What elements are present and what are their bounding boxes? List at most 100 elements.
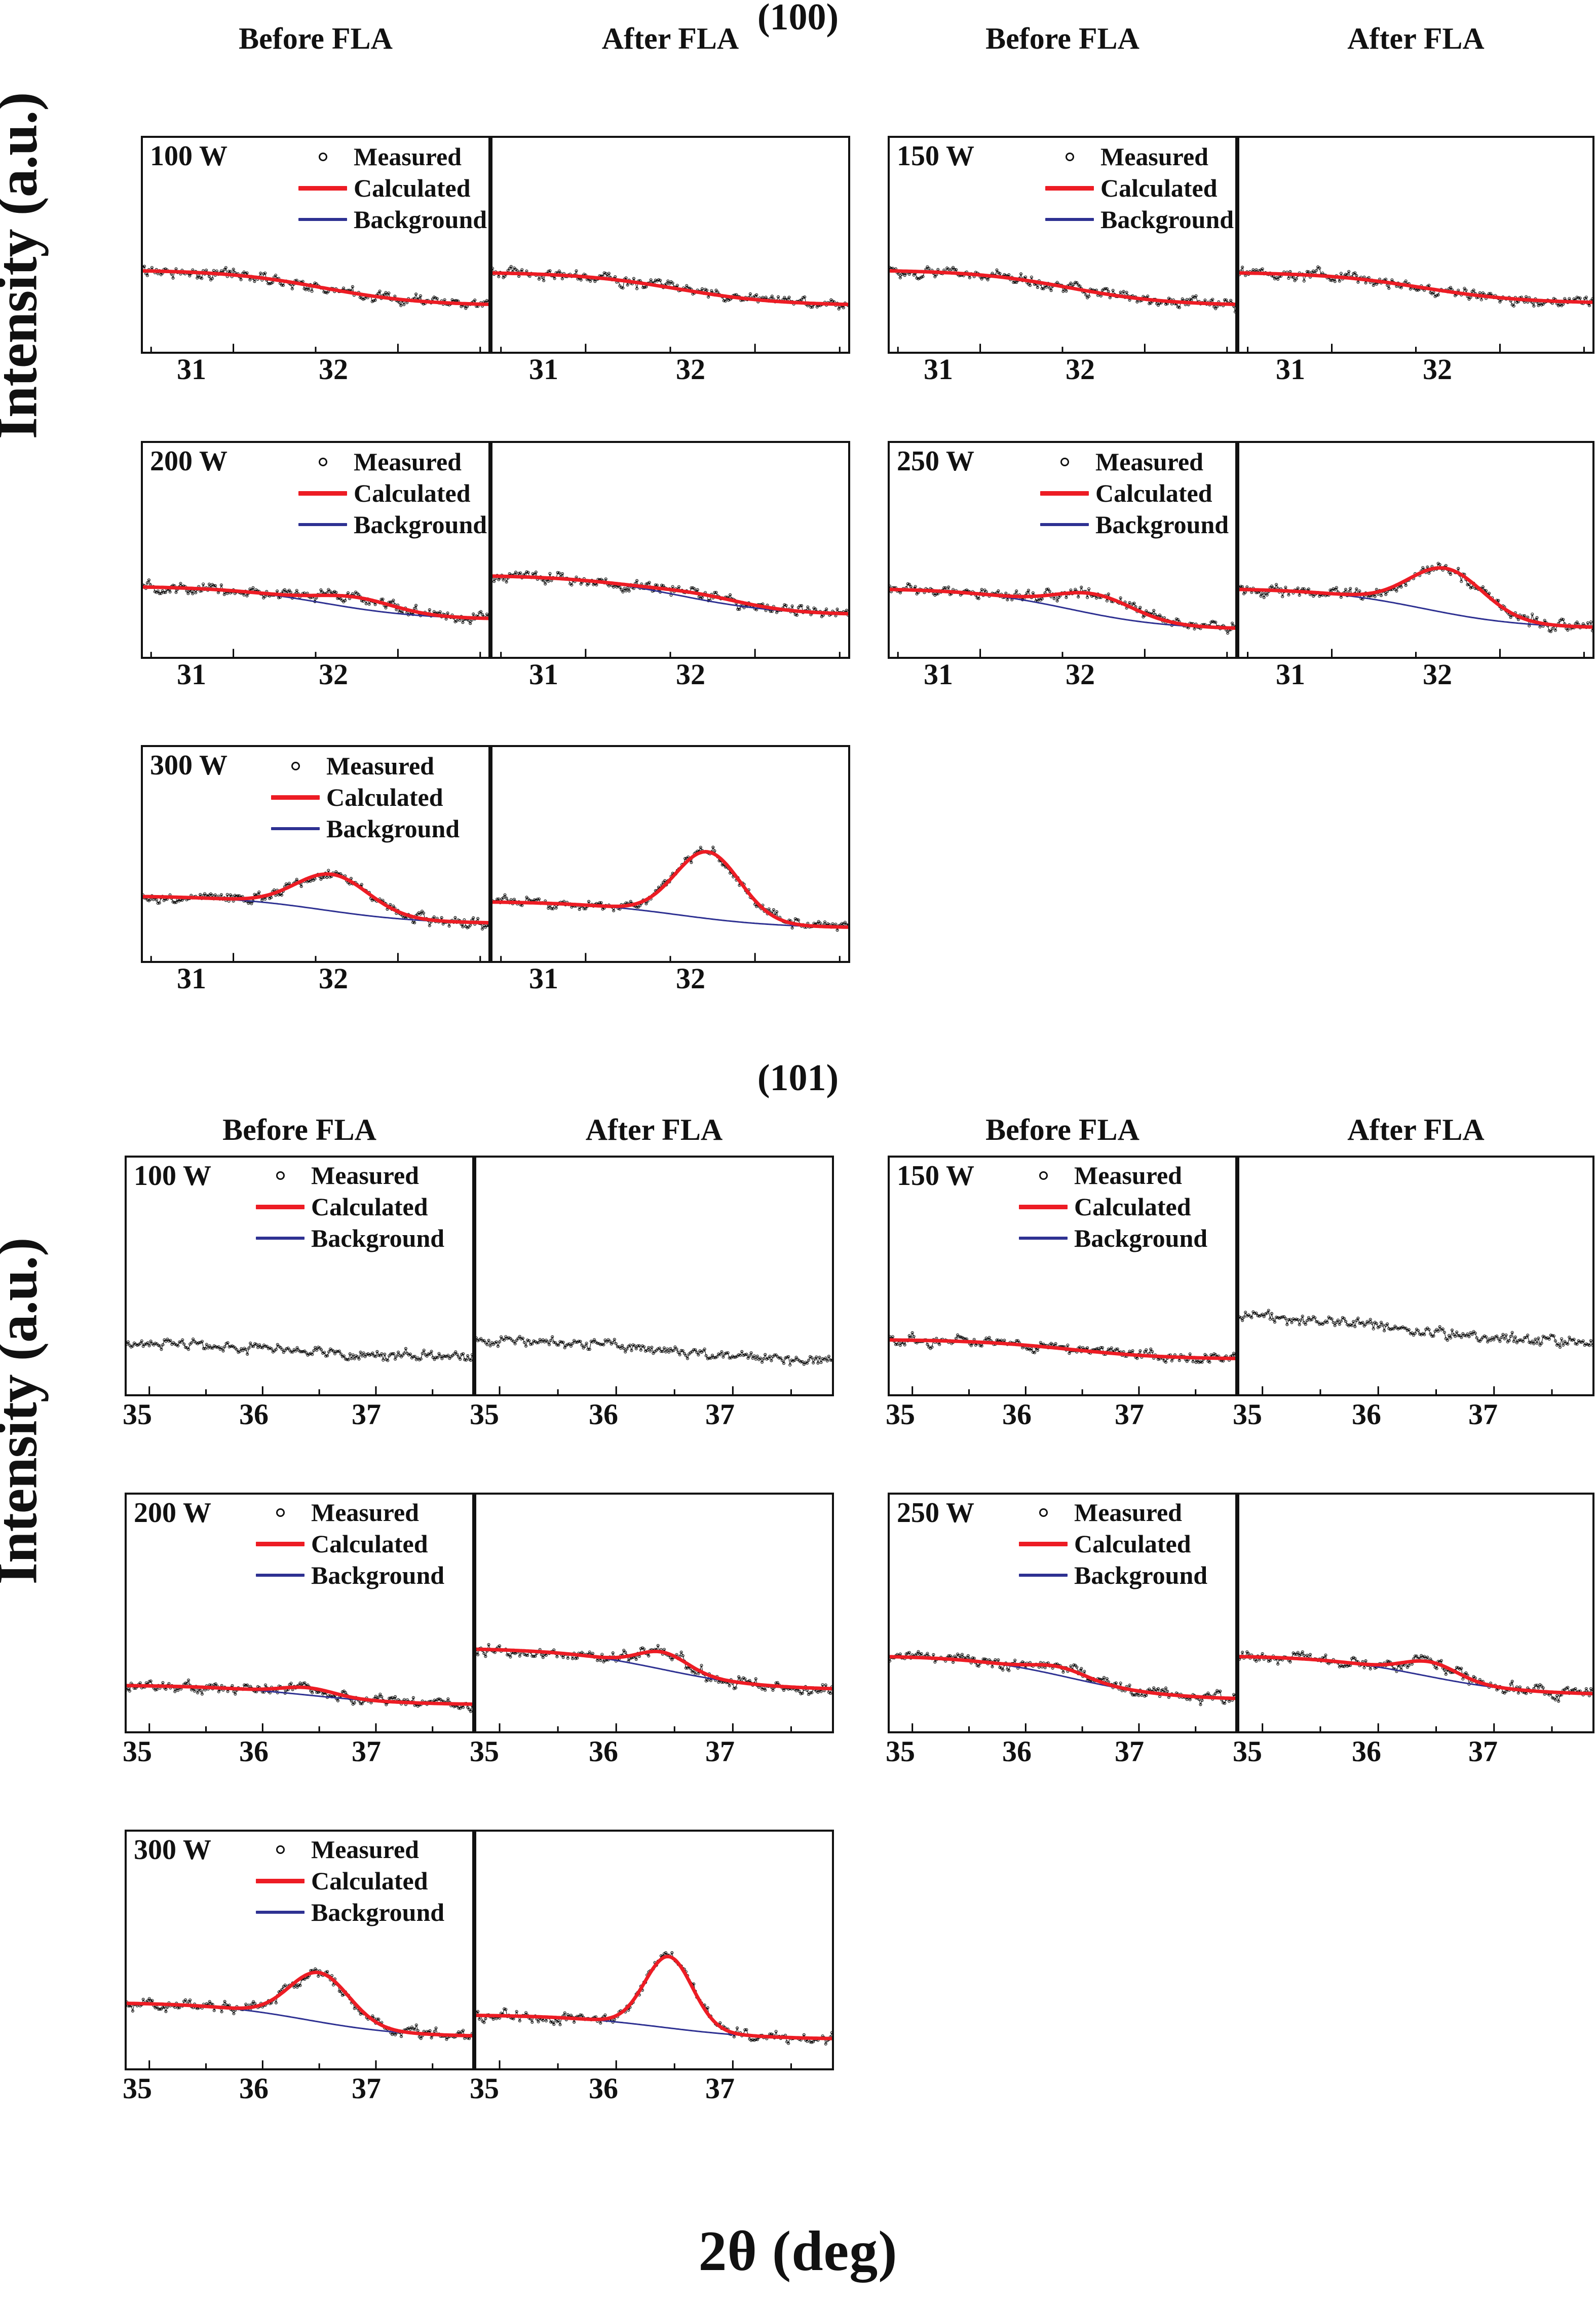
tick-label: 35 [123,1398,152,1431]
panel-100W-before-101[interactable]: 100 W Measured Calculated Background [125,1156,474,1396]
tick-label: 35 [123,1735,152,1768]
legend-label-measured: Measured [1074,1498,1182,1527]
panel-legend: Measured Calculated Background [252,1834,444,1928]
tick-label: 36 [1002,1735,1032,1768]
tick-label: 32 [1066,658,1095,691]
section-100: (100) Before FLA After FLA Before FLA Af… [0,0,1596,1024]
tick-label: 31 [529,658,558,691]
panel-100W-before-100[interactable]: 100 W Measured Calculated Background [141,136,490,354]
plot-canvas [476,1335,832,1394]
tick-label: 31 [1276,353,1305,386]
background-line-icon [295,218,351,221]
power-label: 300 W [134,1834,211,1866]
panel-150W-before-100[interactable]: 150 W Measured Calculated Background [888,136,1237,354]
panel-row-200W-101: 200 W Measured Calculated Background [125,1493,834,1733]
plot-canvas [143,578,488,657]
tick-label: 35 [1233,1735,1262,1768]
legend-label-background: Background [1100,205,1234,234]
plot-canvas [492,265,848,352]
legend-label-background: Background [311,1561,445,1589]
plot-canvas [476,1951,832,2068]
tick-label: 35 [123,2072,152,2105]
column-header-after-101-left: After FLA [585,1113,723,1146]
panel-legend: Measured Calculated Background [1015,1160,1207,1254]
panel-200W-before-101[interactable]: 200 W Measured Calculated Background [125,1493,474,1733]
tick-label: 31 [177,658,206,691]
calculated-line-icon [252,1878,308,1883]
column-header-before-100-left: Before FLA [239,22,393,55]
calculated-line-icon [268,795,323,800]
measured-marker-icon [252,1845,308,1854]
tick-label: 31 [529,353,558,386]
panel-200W-after-100[interactable] [490,441,850,659]
tick-row-250W-101: 35 36 37 35 36 37 [886,1735,1594,1777]
measured-marker-icon [1042,152,1097,161]
tick-label: 36 [239,2072,269,2105]
panel-row-250W-100: 250 W Measured Calculated Background [888,441,1594,659]
tick-label: 37 [352,2072,381,2105]
measured-marker-icon [252,1508,308,1517]
plot-canvas [890,582,1235,657]
tick-label: 36 [589,2072,618,2105]
legend-label-measured: Measured [311,1835,419,1864]
panel-250W-after-101[interactable] [1237,1493,1594,1733]
legend-label-calculated: Calculated [326,783,443,811]
power-label: 150 W [897,140,974,172]
background-line-icon [252,1237,308,1240]
panel-100W-after-101[interactable] [474,1156,834,1396]
panel-250W-before-101[interactable]: 250 W Measured Calculated Background [888,1493,1237,1733]
panel-150W-after-100[interactable] [1237,136,1594,354]
legend-label-calculated: Calculated [1074,1193,1191,1221]
panel-200W-before-100[interactable]: 200 W Measured Calculated Background [141,441,490,659]
panel-row-150W-101: 150 W Measured Calculated Background [888,1156,1594,1396]
tick-row-100W-100: 31 32 31 32 [141,355,850,395]
tick-label: 37 [352,1735,381,1768]
legend-label-calculated: Calculated [311,1193,428,1221]
panel-row-200W-100: 200 W Measured Calculated Background [141,441,850,659]
panel-250W-after-100[interactable] [1237,441,1594,659]
panel-row-100W-100: 100 W Measured Calculated Background [141,136,850,354]
panel-legend: Measured Calculated Background [1015,1497,1207,1591]
calculated-line-icon [1015,1204,1071,1209]
calculated-line-icon [295,185,351,191]
tick-label: 37 [1115,1735,1144,1768]
tick-label: 31 [177,353,206,386]
tick-label: 31 [177,962,206,995]
legend-label-measured: Measured [1074,1161,1182,1190]
plot-canvas [1239,1309,1592,1394]
tick-row-150W-101: 35 36 37 35 36 37 [886,1398,1594,1440]
panel-150W-after-101[interactable] [1237,1156,1594,1396]
tick-label: 31 [924,658,953,691]
calculated-line-icon [252,1541,308,1546]
plot-canvas [890,1650,1235,1731]
tick-label: 36 [1352,1398,1381,1431]
legend-label-background: Background [326,814,460,843]
legend-label-calculated: Calculated [1100,174,1218,202]
panel-200W-after-101[interactable] [474,1493,834,1733]
tick-label: 37 [705,1398,735,1431]
legend-label-measured: Measured [326,752,434,780]
panel-300W-before-100[interactable]: 300 W Measured Calculated Background [141,745,490,963]
tick-label: 37 [705,2072,735,2105]
column-header-before-100-right: Before FLA [985,22,1139,55]
panel-250W-before-100[interactable]: 250 W Measured Calculated Background [888,441,1237,659]
panel-150W-before-101[interactable]: 150 W Measured Calculated Background [888,1156,1237,1396]
tick-label: 32 [319,353,348,386]
panel-300W-after-101[interactable] [474,1830,834,2070]
tick-label: 35 [1233,1398,1262,1431]
background-line-icon [252,1574,308,1577]
panel-100W-after-100[interactable] [490,136,850,354]
legend-label-calculated: Calculated [354,174,471,202]
background-line-icon [1015,1237,1071,1240]
column-header-before-101-left: Before FLA [222,1113,376,1146]
plot-canvas [1239,562,1592,657]
panel-300W-after-100[interactable] [490,745,850,963]
tick-label: 36 [589,1735,618,1768]
legend-label-measured: Measured [1100,142,1208,171]
panel-row-300W-100: 300 W Measured Calculated Background [141,745,850,963]
panel-300W-before-101[interactable]: 300 W Measured Calculated Background [125,1830,474,2070]
panel-row-250W-101: 250 W Measured Calculated Background [888,1493,1594,1733]
plot-canvas [127,1679,472,1731]
tick-label: 32 [319,962,348,995]
